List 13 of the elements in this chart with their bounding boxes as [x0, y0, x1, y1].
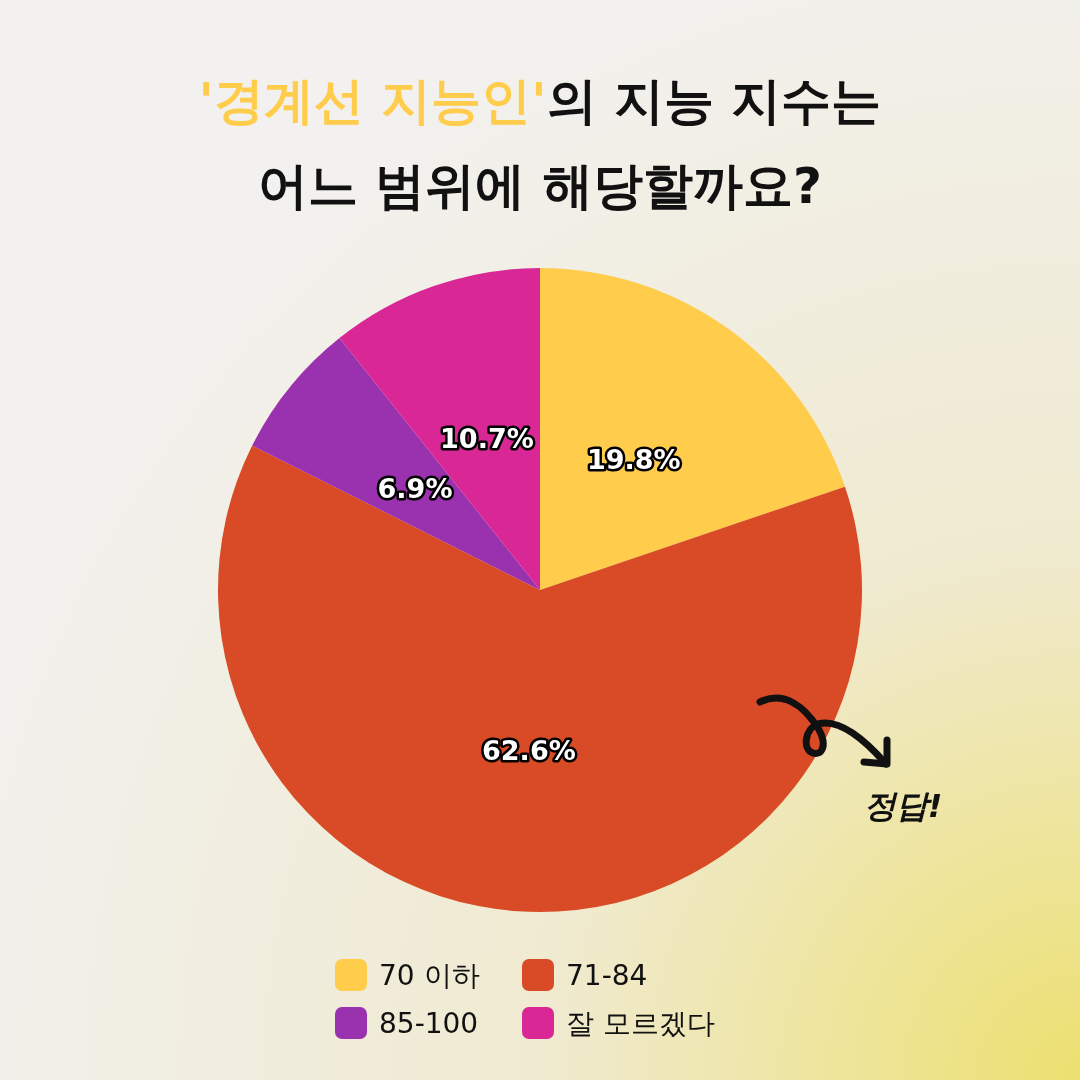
legend-label: 70 이하: [379, 958, 480, 992]
pie-slice: [252, 338, 540, 590]
pie-slice: [540, 268, 845, 590]
data-label: 10.7%: [440, 422, 534, 454]
text: 정답!: [863, 787, 943, 825]
chart-title: '경계선 지능인'의 지능 지수는 어느 범위에 해당할까요?: [198, 72, 882, 215]
legend-label: 71-84: [566, 958, 648, 992]
legend-label: 잘 모르겠다: [566, 1006, 715, 1040]
data-label: 62.6%: [482, 735, 576, 767]
data-label: 19.8%: [586, 443, 681, 475]
legend-label: 85-100: [379, 1006, 479, 1040]
pie-slice: [339, 268, 540, 590]
data-label: 6.9%: [377, 473, 453, 505]
